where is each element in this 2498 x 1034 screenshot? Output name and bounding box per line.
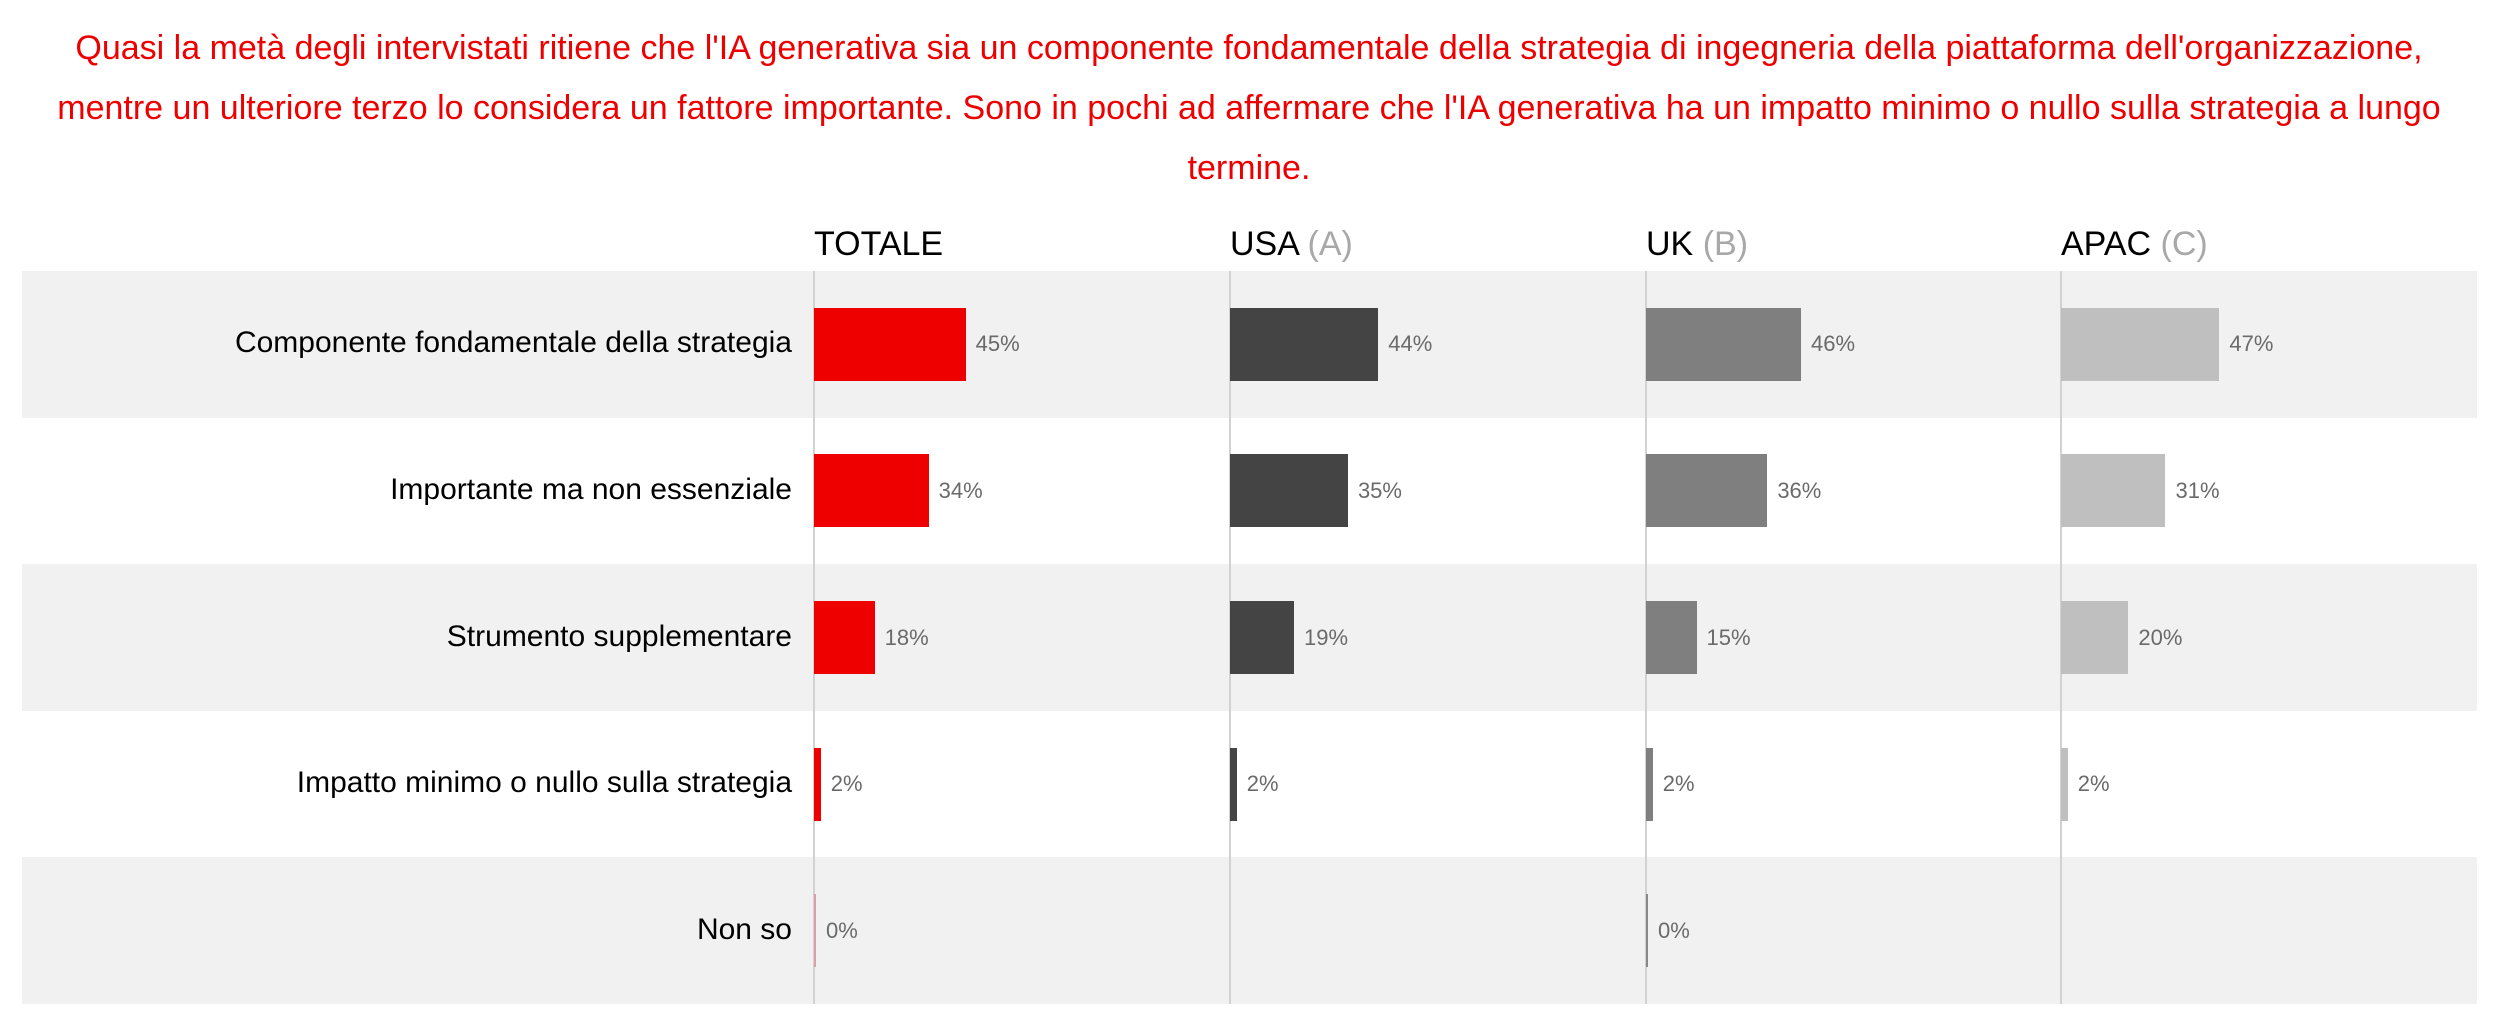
data-label-value: 2 (831, 771, 863, 796)
bar (2061, 747, 2068, 821)
series-code: (C) (2160, 225, 2208, 263)
bar (1230, 747, 1237, 821)
series-name: UK (1646, 225, 1694, 263)
data-label-value: 2 (2078, 771, 2110, 796)
series-name: APAC (2061, 225, 2152, 263)
data-label: 2 (831, 771, 863, 797)
bar (2061, 454, 2166, 528)
data-label: 2 (2078, 771, 2110, 797)
data-label: 18 (885, 625, 929, 651)
data-label-value: 45 (976, 331, 1020, 356)
data-label-value: 35 (1358, 478, 1402, 503)
data-label-value: 46 (1811, 331, 1855, 356)
data-label: 2 (1247, 771, 1279, 797)
data-label-value: 19 (1304, 625, 1348, 650)
series-name: TOTALE (814, 225, 944, 263)
bar (2061, 601, 2129, 674)
data-label: 20 (2138, 625, 2182, 651)
bar (814, 601, 875, 674)
bar (814, 894, 816, 968)
data-label: 31 (2175, 478, 2219, 504)
category-label: Strumento supplementare (446, 619, 792, 653)
category-label: Impatto minimo o nullo sulla strategia (296, 766, 792, 800)
bar (1646, 601, 1697, 674)
data-label: 44 (1388, 331, 1432, 357)
data-label: 15 (1707, 625, 1751, 651)
category-label: Importante ma non essenziale (390, 472, 792, 506)
data-label: 2 (1663, 771, 1695, 797)
series-name: USA (1230, 225, 1299, 263)
data-label-value: 44 (1388, 331, 1432, 356)
bar (814, 454, 929, 528)
category-label: Componente fondamentale della strategia (234, 326, 792, 360)
data-label: 35 (1358, 478, 1402, 504)
data-label-value: 34 (939, 478, 983, 503)
data-label: 0 (1658, 918, 1690, 944)
bar (814, 747, 821, 821)
row-band (22, 857, 2477, 1005)
data-label: 36 (1777, 478, 1821, 504)
data-label-value: 47 (2229, 331, 2273, 356)
data-label: 45 (976, 331, 1020, 357)
data-label-value: 20 (2138, 625, 2182, 650)
data-label-value: 31 (2175, 478, 2219, 503)
bar (2061, 307, 2220, 381)
chart-title: Quasi la metà degli intervistati ritiene… (57, 29, 2441, 187)
bar (1230, 454, 1348, 528)
data-label-value: 18 (885, 625, 929, 650)
series-header: TOTALE (814, 225, 943, 264)
series-code: (A) (1307, 225, 1353, 263)
bar (1230, 601, 1295, 674)
series-header: APAC (C) (2061, 225, 2208, 264)
bar (1646, 454, 1768, 528)
category-label: Non so (696, 912, 792, 946)
bar (814, 307, 966, 381)
data-label-value: 2 (1247, 771, 1279, 796)
data-label: 19 (1304, 625, 1348, 651)
bar (1646, 894, 1648, 968)
data-label: 0 (826, 918, 858, 944)
data-label: 47 (2229, 331, 2273, 357)
bar (1230, 307, 1379, 381)
data-label-value: 0 (826, 918, 858, 943)
bar (1646, 747, 1653, 821)
series-code: (B) (1702, 225, 1749, 263)
series-header: UK (B) (1646, 225, 1748, 264)
data-label: 34 (939, 478, 983, 504)
data-label-value: 0 (1658, 918, 1690, 943)
data-label-value: 36 (1777, 478, 1821, 503)
series-header: USA (A) (1230, 225, 1353, 264)
data-label-value: 15 (1707, 625, 1751, 650)
data-label-value: 2 (1663, 771, 1695, 796)
bar (1646, 307, 1802, 381)
data-label: 46 (1811, 331, 1855, 357)
